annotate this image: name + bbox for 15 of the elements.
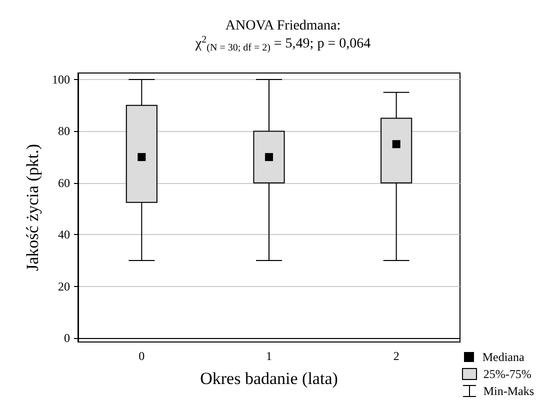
y-tick-label: 20 [58,279,70,294]
y-tick-label: 60 [58,176,70,190]
x-tick-label: 2 [393,349,400,363]
y-tick-label: 40 [58,228,70,242]
x-tick-label: 0 [138,349,145,363]
x-axis-title: Okres badanie (lata) [200,369,338,388]
y-tick-label: 0 [64,331,70,346]
y-tick-label: 100 [52,72,70,86]
legend-label: 25%-75% [483,366,532,382]
x-tick-label: 1 [266,349,272,363]
text: Mediana [482,350,524,364]
chart-title: ANOVA Friedmana: [225,18,341,34]
y-tick-label: 80 [58,124,70,138]
y-axis-title: Jakość życia (pkt.) [23,144,42,271]
text: Min-Maks [483,384,534,398]
